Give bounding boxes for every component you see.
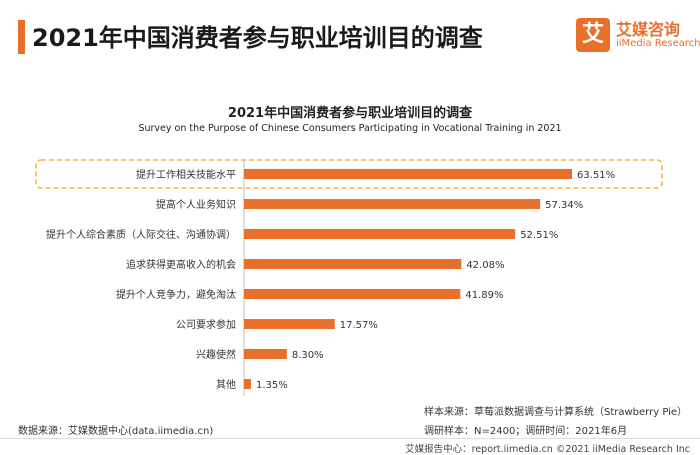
sample-info-note: 调研样本：N=2400；调研时间：2021年6月 — [424, 426, 628, 437]
bar — [244, 199, 541, 209]
sample-source-note: 样本来源：草莓派数据调查与计算系统（Strawberry Pie） — [424, 407, 688, 418]
category-label: 其他 — [216, 378, 236, 391]
category-label: 提升工作相关技能水平 — [136, 168, 236, 181]
footer-text: 艾媒报告中心：report.iimedia.cn ©2021 iiMedia R… — [405, 444, 690, 455]
chart-subtitle: Survey on the Purpose of Chinese Consume… — [138, 123, 562, 134]
logo-cn-text: 艾媒咨询 — [616, 20, 681, 39]
highlight-box — [35, 159, 663, 189]
bar — [244, 289, 461, 299]
category-label: 提升个人竞争力，避免淘汰 — [116, 288, 236, 301]
category-label: 提高个人业务知识 — [156, 198, 236, 211]
value-label: 41.89% — [465, 290, 503, 301]
category-label: 兴趣使然 — [196, 348, 236, 361]
chart-title: 2021年中国消费者参与职业培训目的调查 — [227, 106, 473, 121]
category-label: 追求获得更高收入的机会 — [126, 258, 236, 271]
bar — [244, 259, 462, 269]
page-title: 2021年中国消费者参与职业培训目的调查 — [32, 24, 483, 52]
iimedia-logo: 艾 艾媒咨询 iiMedia Research — [576, 16, 700, 58]
value-label: 57.34% — [545, 200, 583, 211]
bar — [244, 229, 516, 239]
value-label: 1.35% — [256, 380, 288, 391]
bar-chart: 提升工作相关技能水平 63.51% 提高个人业务知识 57.34% 提升个人综合素质（人… — [35, 159, 663, 396]
bar — [244, 169, 572, 179]
value-label: 52.51% — [520, 230, 558, 241]
header: 2021年中国消费者参与职业培训目的调查 艾 艾媒咨询 iiMedia Rese… — [0, 0, 700, 70]
value-label: 42.08% — [466, 260, 504, 271]
bar — [244, 379, 251, 389]
footer-divider — [0, 438, 700, 439]
title-accent-bar — [18, 20, 25, 54]
logo-en-text: iiMedia Research — [616, 38, 700, 49]
logo-mark-icon: 艾 — [576, 18, 610, 52]
category-label: 提升个人综合素质（人际交往、沟通协调） — [46, 228, 236, 241]
value-label: 17.57% — [340, 320, 378, 331]
bar — [244, 319, 335, 329]
data-source-note: 数据来源：艾媒数据中心(data.iimedia.cn) — [18, 426, 214, 437]
bar — [244, 349, 287, 359]
category-label: 公司要求参加 — [176, 318, 236, 331]
value-label: 63.51% — [577, 170, 615, 181]
value-label: 8.30% — [292, 350, 324, 361]
